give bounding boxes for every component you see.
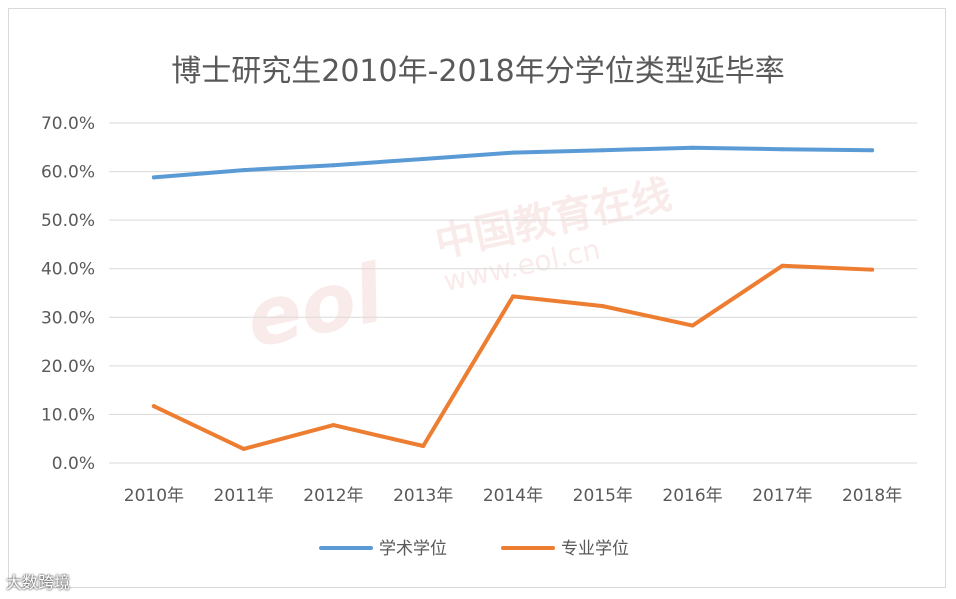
y-tick-label: 40.0% xyxy=(41,260,95,280)
x-tick-label: 2014年 xyxy=(483,486,543,506)
data-point xyxy=(421,444,426,448)
watermark-logo: eol xyxy=(238,246,393,366)
data-point xyxy=(331,423,336,428)
x-axis-tick-labels: 2010年 2011年 2012年 2013年 2014年 2015年 2016年 2017年… xyxy=(124,486,902,506)
data-point xyxy=(690,145,695,150)
data-point xyxy=(600,304,605,309)
x-tick-label: 2015年 xyxy=(573,486,633,506)
data-point xyxy=(600,148,605,153)
data-point xyxy=(421,156,426,161)
x-tick-label: 2010年 xyxy=(124,486,184,506)
chart-frame: eol 中国教育在线 www.eol.cn 博士研究生2010年-2018年分学… xyxy=(8,8,946,588)
legend-label-academic: 学术学位 xyxy=(379,539,447,559)
line-chart: eol 中国教育在线 www.eol.cn 博士研究生2010年-2018年分学… xyxy=(41,54,917,559)
x-tick-label: 2017年 xyxy=(752,486,812,506)
data-point xyxy=(151,175,156,180)
x-tick-label: 2011年 xyxy=(214,486,274,506)
y-tick-label: 70.0% xyxy=(41,114,95,134)
data-point xyxy=(870,267,875,272)
data-point xyxy=(690,323,695,328)
legend-label-professional: 专业学位 xyxy=(561,539,629,559)
data-point xyxy=(870,148,875,153)
y-tick-label: 30.0% xyxy=(41,308,95,328)
corner-watermark: 大数跨境 xyxy=(6,573,71,592)
y-tick-label: 50.0% xyxy=(41,211,95,231)
data-point xyxy=(241,168,246,173)
y-tick-label: 0.0% xyxy=(52,454,95,474)
legend: 学术学位 专业学位 xyxy=(319,539,629,559)
y-tick-label: 10.0% xyxy=(41,405,95,425)
y-axis-tick-labels: 0.0% 10.0% 20.0% 30.0% 40.0% 50.0% 60.0% 70.0% xyxy=(41,114,95,474)
x-tick-label: 2012年 xyxy=(303,486,363,506)
data-point xyxy=(151,404,156,409)
gridlines xyxy=(109,122,917,464)
data-point xyxy=(780,147,785,152)
data-point xyxy=(241,446,246,451)
y-tick-label: 60.0% xyxy=(41,163,95,183)
data-point xyxy=(511,294,515,299)
x-tick-label: 2018年 xyxy=(842,486,902,506)
chart-title: 博士研究生2010年-2018年分学位类型延毕率 xyxy=(171,54,785,89)
series-lines xyxy=(151,145,875,451)
data-point xyxy=(780,263,785,268)
data-point xyxy=(331,163,336,168)
x-tick-label: 2016年 xyxy=(662,486,722,506)
data-point xyxy=(511,150,515,155)
y-tick-label: 20.0% xyxy=(41,357,95,377)
x-tick-label: 2013年 xyxy=(393,486,453,506)
